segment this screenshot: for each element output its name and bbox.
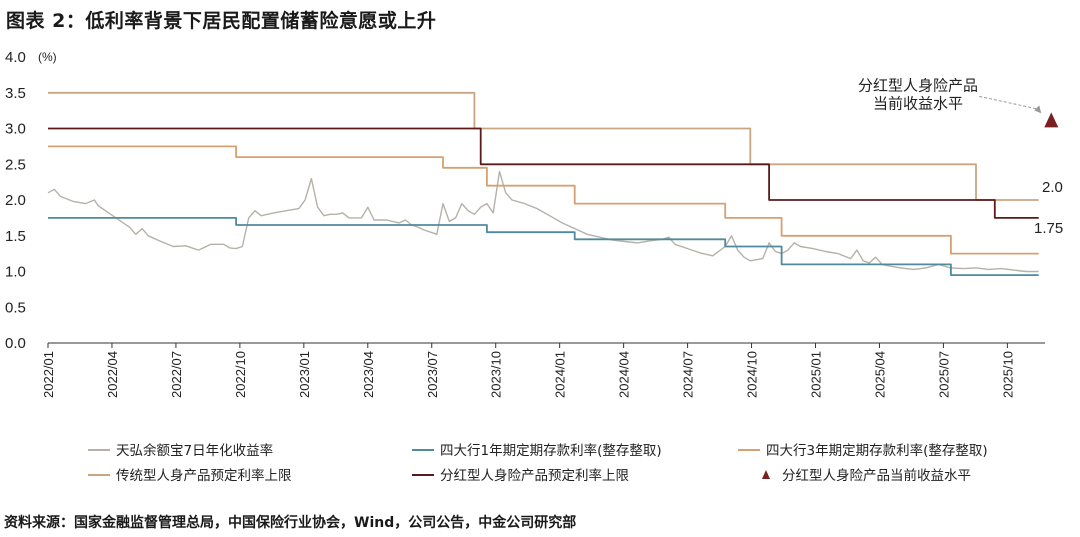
x-tick-label: 2024/10 — [745, 351, 760, 398]
x-tick-label: 2022/10 — [233, 351, 248, 398]
y-tick-label: 1.5 — [5, 228, 26, 245]
y-tick-label: 4.0 — [5, 49, 26, 66]
x-tick-label: 2025/10 — [1000, 351, 1015, 398]
annotation-label: 2.0 — [1042, 179, 1063, 196]
x-tick-label: 2023/10 — [489, 351, 504, 398]
legend-label: 分红型人身险产品预定利率上限 — [440, 467, 629, 484]
legend-swatch-marker — [762, 470, 770, 479]
annotation-arrow-head — [1034, 105, 1042, 114]
legend-label: 四大行3年期定期存款利率(整存整取) — [766, 442, 988, 459]
y-tick-label: 2.0 — [5, 192, 26, 209]
source-note: 资料来源：国家金融监督管理总局，中国保险行业协会，Wind，公司公告，中金公司研… — [4, 515, 577, 531]
legend-label: 分红型人身险产品当前收益水平 — [782, 467, 971, 484]
axes: 4.0 3.5 3.0 2.5 2.0 1.5 1.0 0.5 0.0 (%) 2022/01 202… — [5, 49, 1045, 398]
x-tick-label: 2024/01 — [553, 351, 568, 398]
x-tick-label: 2025/07 — [936, 351, 951, 398]
x-tick-label: 2025/01 — [809, 351, 824, 398]
series-line-2 — [48, 145, 1039, 255]
x-tick-label: 2022/01 — [41, 351, 56, 398]
series-group — [47, 91, 1059, 276]
series-line-3 — [48, 91, 1039, 201]
series-line-0 — [47, 170, 1039, 273]
legend-label: 天弘余额宝7日年化收益率 — [116, 442, 273, 459]
chart-title: 图表 2：低利率背景下居民配置储蓄险意愿或上升 — [6, 10, 437, 32]
series-line-1 — [48, 217, 1039, 276]
series-line-4 — [48, 127, 1039, 219]
y-tick-label: 0.0 — [5, 335, 26, 352]
y-tick-label: 3.0 — [5, 121, 26, 138]
x-tick-label: 2023/01 — [297, 351, 312, 398]
y-tick-label: 2.5 — [5, 156, 26, 173]
y-unit-label: (%) — [38, 50, 57, 64]
x-tick-label: 2022/04 — [105, 351, 120, 398]
series-marker-dividend-yield — [1044, 112, 1059, 128]
legend: 天弘余额宝7日年化收益率 四大行1年期定期存款利率(整存整取) 四大行3年期定期存款… — [88, 442, 988, 484]
y-tick-label: 0.5 — [5, 299, 26, 316]
annotation-label: 分红型人身险产品 — [858, 78, 978, 95]
legend-label: 传统型人身产品预定利率上限 — [116, 467, 292, 484]
annotation-label: 1.75 — [1034, 220, 1063, 237]
x-tick-label: 2023/04 — [361, 351, 376, 398]
y-tick-label: 3.5 — [5, 85, 26, 102]
legend-label: 四大行1年期定期存款利率(整存整取) — [440, 442, 662, 459]
x-tick-label: 2024/04 — [617, 351, 632, 398]
x-tick-label: 2025/04 — [872, 351, 887, 398]
x-tick-label: 2024/07 — [681, 351, 696, 398]
y-tick-label: 1.0 — [5, 264, 26, 281]
x-tick-label: 2023/07 — [425, 351, 440, 398]
annotation-label: 当前收益水平 — [873, 95, 963, 112]
x-tick-label: 2022/07 — [169, 351, 184, 398]
annotation-arrow — [979, 95, 1040, 110]
annotations: 分红型人身险产品当前收益水平 2.0 1.75 — [858, 78, 1063, 237]
